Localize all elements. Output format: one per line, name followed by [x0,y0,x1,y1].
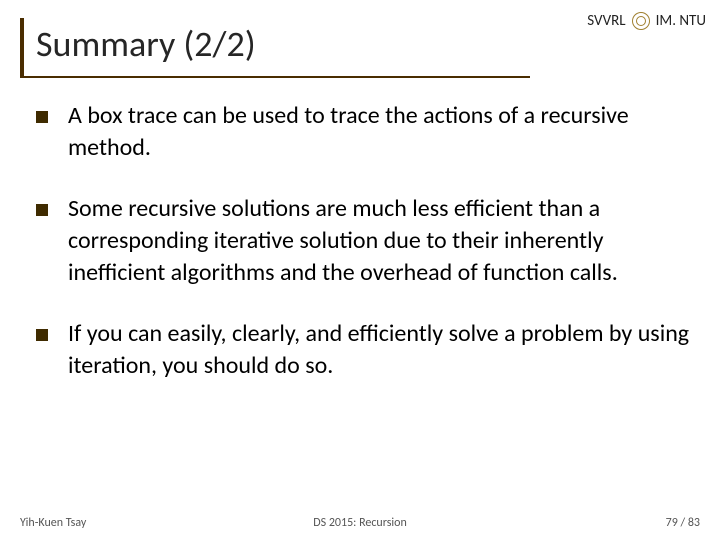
slide-content: A box trace can be used to trace the act… [36,100,692,412]
footer-author: Yih-Kuen Tsay [20,516,86,530]
footer-course: DS 2015: Recursion [313,516,407,530]
footer-page-number: 79 / 83 [666,516,700,530]
bullet-text: A box trace can be used to trace the act… [68,100,692,163]
header-left-text: SVVRL [587,12,625,30]
list-item: If you can easily, clearly, and efficien… [36,318,692,381]
square-bullet-icon [36,329,48,341]
slide-footer: Yih-Kuen Tsay DS 2015: Recursion 79 / 83 [0,516,720,530]
bullet-text: Some recursive solutions are much less e… [68,193,692,288]
title-block: Summary (2/2) [20,18,530,78]
square-bullet-icon [36,204,48,216]
slide-header: SVVRL IM. NTU [587,12,706,30]
square-bullet-icon [36,111,48,123]
slide-title: Summary (2/2) [36,22,530,66]
bullet-text: If you can easily, clearly, and efficien… [68,318,692,381]
institution-logo-icon [632,12,650,30]
list-item: A box trace can be used to trace the act… [36,100,692,163]
list-item: Some recursive solutions are much less e… [36,193,692,288]
header-right-text: IM. NTU [656,12,706,30]
